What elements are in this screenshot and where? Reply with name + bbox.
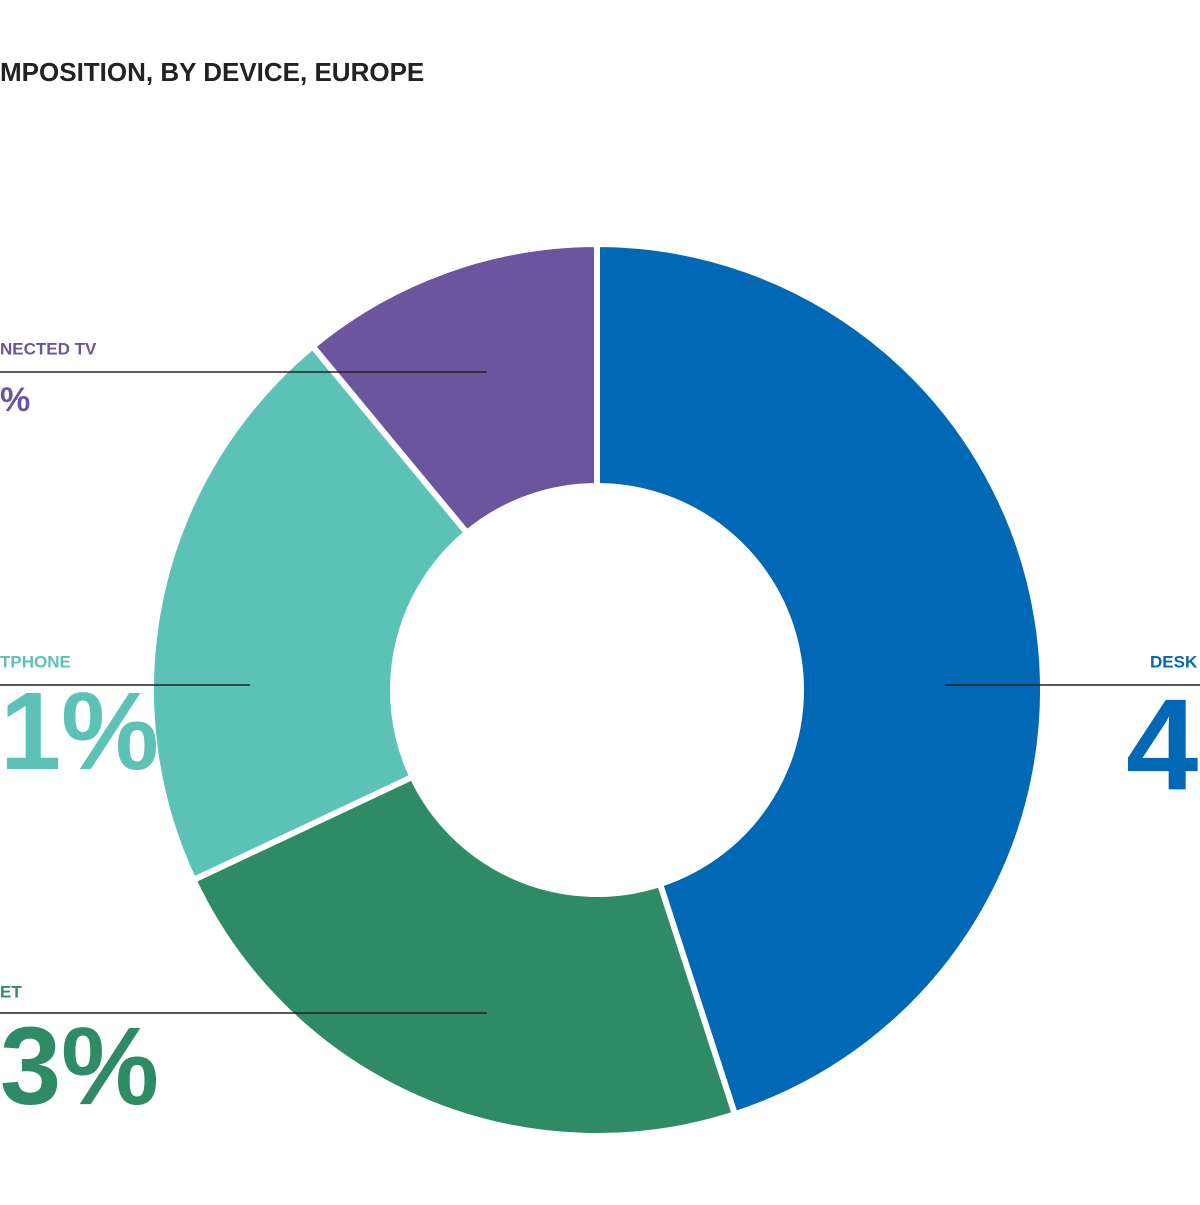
slice xyxy=(189,772,739,1139)
slice-label: NECTED TV xyxy=(0,339,97,358)
slice-label: DESK xyxy=(1150,652,1198,671)
slice xyxy=(308,240,600,538)
value-label: 4 xyxy=(1126,671,1198,817)
slice-label: ET xyxy=(0,982,22,1001)
value-label: 1% xyxy=(0,670,159,793)
slice-label: TPHONE xyxy=(0,652,71,671)
value-label: 3% xyxy=(0,1005,159,1128)
value-label: % xyxy=(0,381,30,419)
slice xyxy=(148,342,472,884)
slice xyxy=(594,240,1046,1118)
chart-title: MPOSITION, BY DEVICE, EUROPE xyxy=(0,57,424,87)
